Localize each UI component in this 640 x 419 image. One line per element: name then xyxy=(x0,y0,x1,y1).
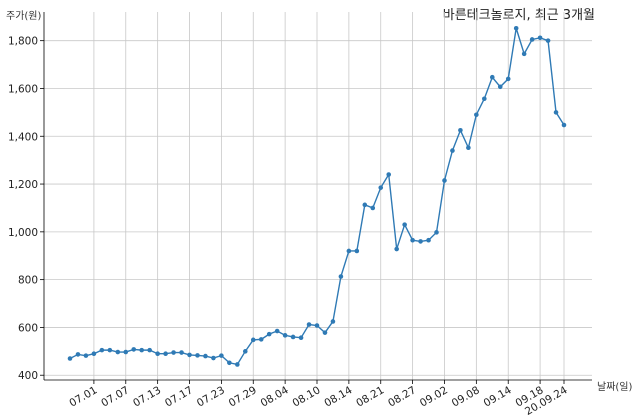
data-point xyxy=(195,353,200,358)
data-point xyxy=(314,323,320,328)
data-point xyxy=(513,25,519,31)
x-tick-label: 09.08 xyxy=(450,384,482,409)
y-tick-label: 400 xyxy=(18,370,38,382)
x-tick-label: 07.13 xyxy=(131,384,163,409)
y-ticks: 400 600 800 1,000 1,200 1,400 1,600 1,800 xyxy=(8,36,38,383)
data-point xyxy=(290,334,296,340)
data-point xyxy=(418,239,423,244)
data-point xyxy=(322,330,328,335)
data-point xyxy=(258,337,264,342)
data-point xyxy=(378,185,384,190)
series xyxy=(67,25,567,367)
x-tick-label: 07.29 xyxy=(227,384,259,409)
data-point xyxy=(91,351,97,357)
x-tick-label: 09.02 xyxy=(418,384,450,409)
x-tick-label: 09.14 xyxy=(482,384,514,410)
data-point xyxy=(497,84,503,90)
x-tick-label: 07.07 xyxy=(99,384,131,409)
x-tick-label: 07.23 xyxy=(195,384,227,409)
x-axis-label: 날짜(일) xyxy=(597,381,633,393)
data-point xyxy=(474,112,479,118)
data-point xyxy=(107,347,113,353)
y-axis-label: 주가(원) xyxy=(6,10,42,22)
data-point xyxy=(139,347,145,353)
data-point xyxy=(410,237,415,243)
y-tick-label: 1,200 xyxy=(8,179,38,191)
data-point xyxy=(83,353,89,358)
data-point xyxy=(537,35,543,41)
data-point xyxy=(330,319,336,324)
data-point xyxy=(362,202,368,208)
grid xyxy=(44,12,592,380)
data-point xyxy=(402,222,407,227)
y-tick-label: 800 xyxy=(18,275,38,287)
data-point xyxy=(338,274,344,279)
data-point xyxy=(466,145,471,151)
data-point xyxy=(346,248,352,254)
y-tick-label: 1,800 xyxy=(8,36,38,48)
data-point xyxy=(171,350,176,355)
data-point xyxy=(426,237,431,243)
data-point xyxy=(298,335,304,341)
data-point xyxy=(155,351,160,357)
data-point xyxy=(529,37,535,42)
data-point xyxy=(386,172,392,177)
x-ticks: 07.01 07.07 07.13 07.17 07.23 07.29 08.04 08.10… xyxy=(67,384,569,418)
x-tick-label: 08.14 xyxy=(322,384,354,410)
data-point xyxy=(442,178,447,183)
chart-title: 바른테크놀로지, 최근 3개월 xyxy=(443,8,595,23)
data-point xyxy=(211,355,216,361)
x-tick-label: 08.10 xyxy=(290,384,322,409)
data-point xyxy=(274,328,280,334)
x-tick-label: 07.01 xyxy=(67,384,99,409)
data-point xyxy=(545,38,551,43)
data-point xyxy=(163,351,168,357)
data-point xyxy=(458,127,463,133)
data-point xyxy=(147,347,152,353)
data-point xyxy=(123,349,129,355)
y-tick-label: 1,000 xyxy=(8,227,38,239)
data-point xyxy=(75,352,81,357)
data-point xyxy=(450,148,455,153)
data-point xyxy=(561,122,567,128)
data-point xyxy=(489,74,495,80)
data-point xyxy=(370,205,376,211)
data-point xyxy=(266,331,272,337)
data-point xyxy=(115,349,121,355)
data-point xyxy=(203,353,208,359)
data-point xyxy=(67,356,73,361)
data-point xyxy=(131,347,137,352)
data-point xyxy=(219,353,224,358)
data-point xyxy=(354,248,360,254)
data-point xyxy=(242,349,248,354)
data-point xyxy=(187,352,192,358)
data-point xyxy=(227,360,232,366)
data-point xyxy=(434,230,439,235)
data-point xyxy=(250,337,256,343)
data-point xyxy=(394,246,399,252)
data-point xyxy=(99,347,105,353)
x-tick-label: 07.17 xyxy=(163,384,195,409)
y-tick-label: 1,600 xyxy=(8,83,38,95)
data-point xyxy=(482,96,487,102)
data-point xyxy=(521,51,527,57)
x-tick-label: 08.04 xyxy=(259,384,291,410)
y-tick-label: 600 xyxy=(18,322,38,334)
data-point xyxy=(179,350,184,355)
data-point xyxy=(235,362,240,367)
data-point xyxy=(505,76,511,82)
data-point xyxy=(306,322,312,327)
x-tick-label: 08.21 xyxy=(354,384,386,409)
axes xyxy=(40,12,592,384)
data-point xyxy=(553,110,559,115)
y-tick-label: 1,400 xyxy=(8,131,38,143)
x-tick-label: 08.27 xyxy=(386,384,418,409)
data-point xyxy=(282,333,288,338)
